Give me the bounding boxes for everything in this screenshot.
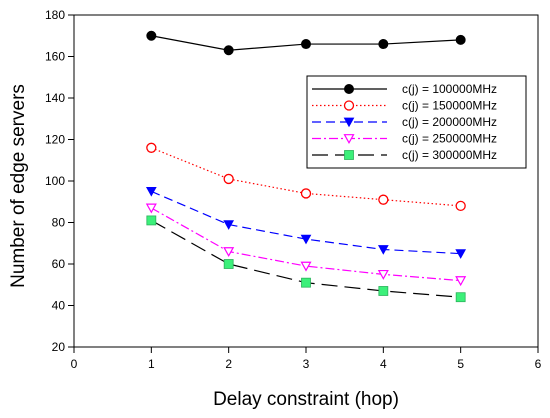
data-point xyxy=(145,203,157,214)
data-point xyxy=(377,269,389,280)
data-point xyxy=(146,142,157,153)
legend-label: c(j) = 150000MHz xyxy=(402,99,497,113)
series-2 xyxy=(146,142,466,212)
data-point xyxy=(223,45,234,56)
legend-entry: c(j) = 300000MHz xyxy=(312,148,497,162)
data-point xyxy=(344,84,354,94)
data-point xyxy=(455,276,467,287)
series-5 xyxy=(146,215,466,303)
series-4 xyxy=(145,203,467,287)
legend-label: c(j) = 200000MHz xyxy=(402,115,497,129)
data-point xyxy=(223,173,234,185)
legend-label: c(j) = 250000MHz xyxy=(402,132,497,146)
legend-entry: c(j) = 150000MHz xyxy=(312,99,497,113)
x-tick-label: 6 xyxy=(535,357,542,371)
data-point xyxy=(343,100,355,111)
x-axis-title: Delay constraint (hop) xyxy=(213,389,399,410)
axes xyxy=(73,14,539,348)
series-layer xyxy=(145,30,467,303)
y-tick-label: 140 xyxy=(45,91,65,105)
data-point xyxy=(300,261,312,272)
y-tick-label: 160 xyxy=(45,50,65,64)
x-tick-label: 3 xyxy=(303,357,310,371)
data-point xyxy=(301,39,311,50)
data-point xyxy=(455,292,466,303)
y-axis-title: Number of edge servers xyxy=(8,84,29,288)
y-tick-label: 40 xyxy=(52,299,66,313)
y-tick-label: 80 xyxy=(52,216,66,230)
legend-label: c(j) = 300000MHz xyxy=(402,148,497,162)
data-point xyxy=(343,117,355,128)
data-point xyxy=(455,249,467,259)
data-point xyxy=(223,247,235,258)
data-point xyxy=(301,277,311,288)
data-point xyxy=(223,259,234,269)
y-axis-ticks: 20 40 60 80 100 120 140 160 180 xyxy=(45,8,74,354)
y-tick-label: 20 xyxy=(52,340,66,354)
plot-frame xyxy=(73,14,539,348)
x-tick-label: 2 xyxy=(225,357,232,371)
y-tick-label: 100 xyxy=(45,174,65,188)
y-tick-label: 120 xyxy=(45,133,65,147)
data-point xyxy=(377,245,389,255)
y-tick-label: 180 xyxy=(45,8,65,22)
legend-entry: c(j) = 250000MHz xyxy=(312,132,497,146)
data-point xyxy=(455,200,466,212)
data-point xyxy=(344,150,354,160)
data-point xyxy=(343,134,355,145)
y-tick-label: 60 xyxy=(52,257,66,271)
legend-label: c(j) = 100000MHz xyxy=(402,82,497,96)
x-tick-label: 4 xyxy=(380,357,387,371)
data-point xyxy=(455,34,466,45)
data-point xyxy=(145,187,157,197)
data-point xyxy=(378,39,389,50)
legend: c(j) = 100000MHz c(j) = 150000MHz c(j) = 2… xyxy=(306,75,527,169)
data-point xyxy=(378,194,389,205)
data-point xyxy=(378,286,389,296)
series-line xyxy=(151,147,461,207)
x-tick-label: 1 xyxy=(148,357,155,371)
series-1 xyxy=(146,30,466,56)
legend-entry: c(j) = 100000MHz xyxy=(312,82,497,96)
x-axis-ticks: 0 1 2 3 4 5 6 xyxy=(71,347,542,371)
data-point xyxy=(146,215,157,226)
x-tick-label: 5 xyxy=(457,357,464,371)
data-point xyxy=(300,234,312,245)
data-point xyxy=(146,30,157,41)
data-point xyxy=(300,188,312,199)
x-tick-label: 0 xyxy=(71,357,78,371)
series-3 xyxy=(145,187,467,259)
data-point xyxy=(223,220,235,230)
legend-entry: c(j) = 200000MHz xyxy=(312,115,497,129)
series-line xyxy=(151,207,461,282)
